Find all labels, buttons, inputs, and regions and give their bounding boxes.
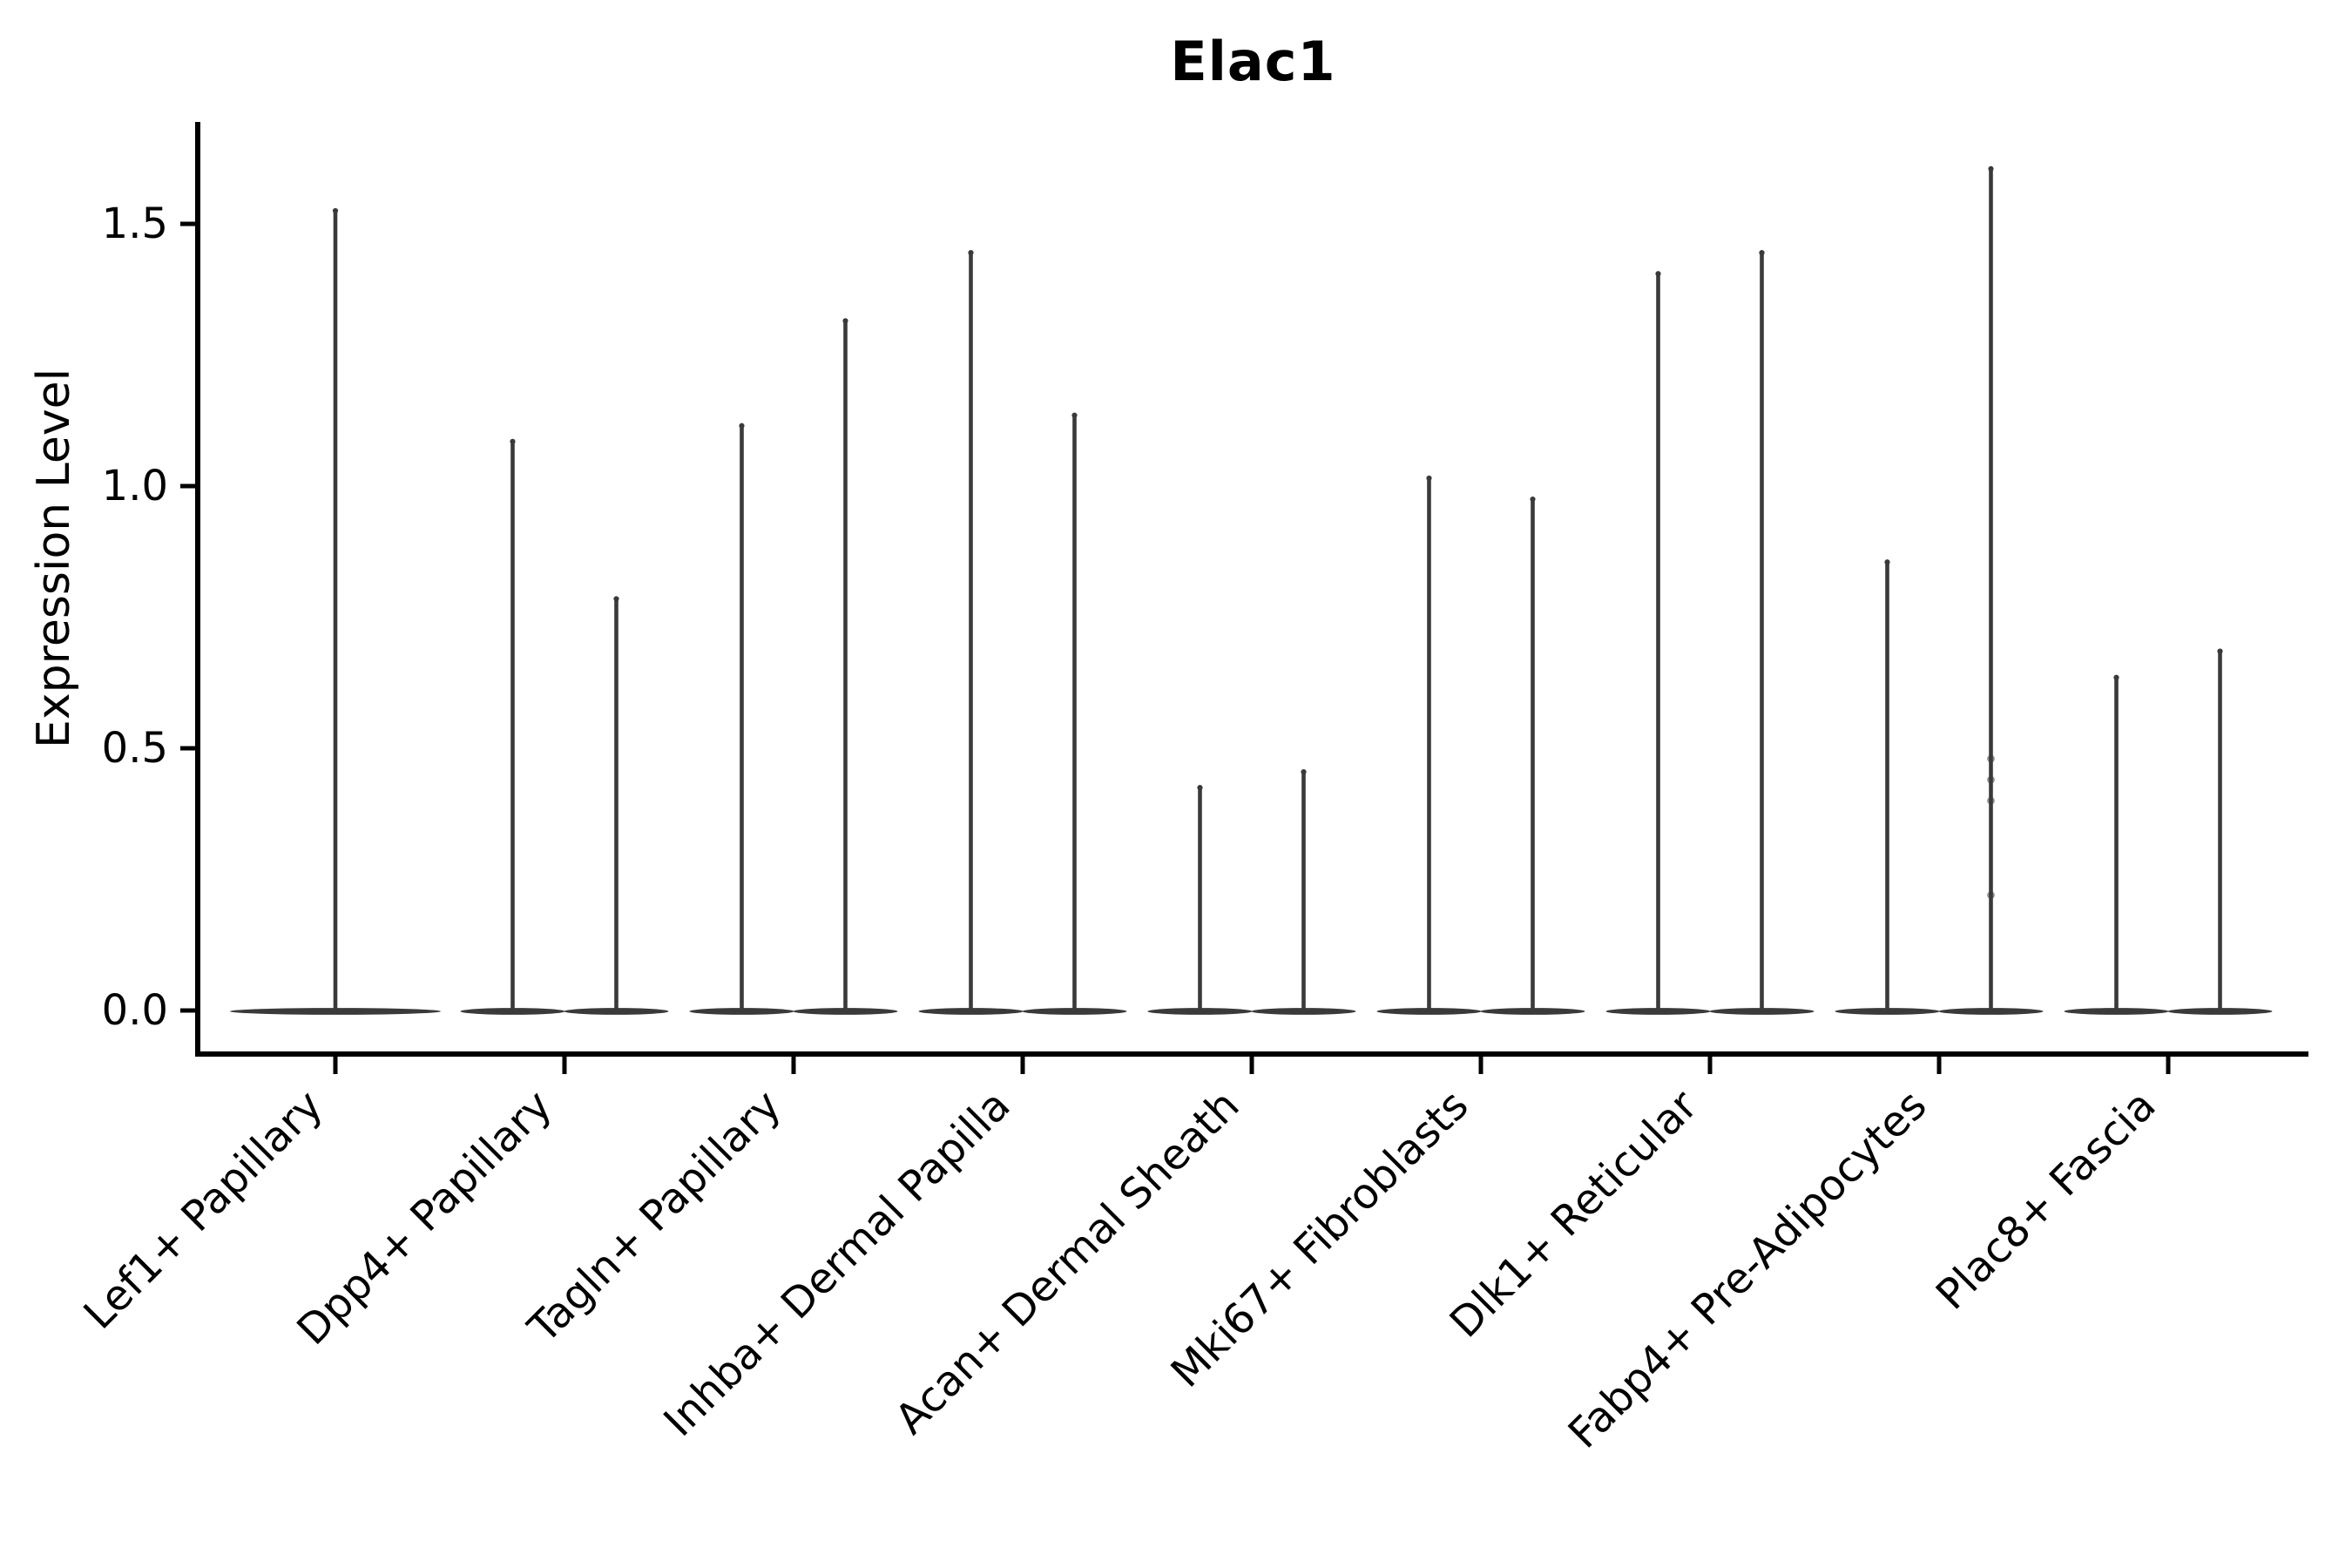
violin xyxy=(1022,412,1127,1015)
violin-spike xyxy=(1301,772,1306,1011)
violin-spike xyxy=(2218,651,2222,1011)
violin-spike-tip xyxy=(1988,166,1994,172)
y-tick-label: 1.5 xyxy=(102,199,168,248)
violin xyxy=(1251,768,1356,1015)
violin-spike xyxy=(1072,415,1077,1012)
violin-spike-tip xyxy=(510,438,516,444)
jitter-point xyxy=(1987,796,1995,805)
violin-spike-tip xyxy=(1426,475,1432,482)
jitter-point xyxy=(1987,775,1995,784)
y-tick-label: 0.5 xyxy=(102,724,168,773)
violin-spike xyxy=(843,321,848,1011)
violin-spike xyxy=(1198,787,1202,1011)
violin-spike xyxy=(1427,477,1431,1011)
violin xyxy=(1147,785,1253,1015)
violin xyxy=(689,422,794,1015)
violin xyxy=(460,438,565,1015)
y-ticks: 0.0 0.5 1.0 1.5 xyxy=(102,199,198,1035)
violin xyxy=(1605,271,1711,1015)
jitter-point xyxy=(1987,754,1995,763)
violin-spike-tip xyxy=(1759,250,1765,256)
violin xyxy=(2064,674,2169,1015)
violin-spike xyxy=(1760,253,1764,1012)
violin-spike xyxy=(1656,274,1660,1011)
x-tick-label: Dpp4+ Papillary xyxy=(287,1081,561,1355)
violin xyxy=(1709,250,1815,1015)
violin-spike-tip xyxy=(2217,648,2223,654)
jitter-point xyxy=(1987,891,1995,899)
x-tick-label: Plac8+ Fascia xyxy=(1927,1081,2166,1320)
violin-spike-tip xyxy=(332,207,339,214)
violin xyxy=(230,207,441,1015)
violin xyxy=(918,250,1024,1015)
violin-spike-tip xyxy=(1655,271,1661,277)
violin-spike xyxy=(333,210,338,1011)
violins-layer xyxy=(230,166,2273,1015)
violin-spike-tip xyxy=(1530,496,1536,503)
x-tick-label: Lef1+ Papillary xyxy=(75,1081,333,1339)
violin-spike xyxy=(2114,677,2119,1011)
violin xyxy=(564,596,669,1015)
violin-spike xyxy=(1885,562,1889,1011)
violin xyxy=(1376,475,1482,1015)
x-tick-label: Tagln+ Papillary xyxy=(518,1081,790,1353)
violin-spike xyxy=(1531,499,1535,1011)
violin-spike xyxy=(1989,168,1993,1011)
x-tick-label: Dlk1+ Reticular xyxy=(1441,1081,1707,1348)
violin xyxy=(2167,648,2273,1015)
violin xyxy=(793,318,898,1015)
violin xyxy=(1938,166,2044,1015)
y-tick-label: 1.0 xyxy=(102,462,168,510)
violin-spike xyxy=(510,441,515,1011)
chart-title: Elac1 xyxy=(1170,30,1336,93)
violin-spike xyxy=(969,253,973,1012)
violin-spike-tip xyxy=(739,422,745,429)
violin xyxy=(1480,496,1585,1015)
violin-spike-tip xyxy=(842,318,848,324)
violin xyxy=(1835,559,1940,1015)
violin-spike-tip xyxy=(1197,785,1203,791)
violin-spike-tip xyxy=(1301,768,1307,775)
axes-layer xyxy=(195,122,2308,1057)
violin-spike-tip xyxy=(1071,412,1078,418)
violin-spike-tip xyxy=(968,250,974,256)
y-tick-label: 0.0 xyxy=(102,986,168,1035)
violin-spike-tip xyxy=(2113,674,2119,680)
violin-spike xyxy=(740,425,744,1011)
violin-spike-tip xyxy=(613,596,619,602)
violin-spike-tip xyxy=(1884,559,1890,565)
violin-spike xyxy=(614,598,618,1011)
